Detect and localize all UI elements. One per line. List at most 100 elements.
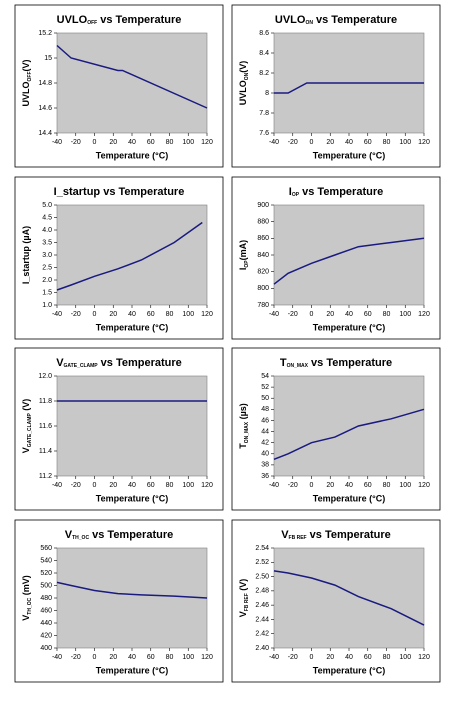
chart-panel: UVLOON vs Temperature7.67.888.28.48.6-40…	[231, 4, 441, 168]
y-tick-label: 14.4	[38, 130, 52, 137]
x-tick-label: -20	[288, 654, 298, 661]
x-tick-label: 20	[109, 311, 117, 318]
y-axis-label-main: V	[238, 611, 248, 617]
x-tick-label: 80	[166, 311, 174, 318]
y-tick-label: 440	[40, 620, 52, 627]
x-tick-label: 80	[383, 654, 391, 661]
y-axis-label-rest: (V)	[21, 59, 31, 71]
y-tick-label: 480	[40, 595, 52, 602]
y-tick-label: 880	[257, 219, 269, 226]
chart-panel: UVLOOFF vs Temperature14.414.614.81515.2…	[14, 4, 224, 168]
y-tick-label: 860	[257, 235, 269, 242]
chart-title-rest: vs Temperature	[299, 186, 383, 198]
y-axis-label-rest: (V)	[21, 399, 31, 414]
x-tick-label: 40	[345, 311, 353, 318]
chart-title-main: T	[280, 357, 287, 369]
y-tick-label: 44	[261, 428, 269, 435]
x-tick-label: 60	[364, 654, 372, 661]
x-axis-label: Temperature (°C)	[96, 150, 168, 160]
chart-title-rest: vs Temperature	[89, 529, 173, 541]
y-tick-label: 2.40	[255, 645, 269, 652]
plot-area	[273, 204, 425, 306]
chart-title-sub: ON_MAX	[287, 363, 309, 369]
chart-title-sub: ON	[305, 20, 313, 26]
plot-area	[56, 32, 208, 134]
x-tick-label: 80	[383, 139, 391, 146]
plot-area	[56, 375, 208, 477]
x-tick-label: 40	[128, 482, 136, 489]
y-tick-label: 2.46	[255, 602, 269, 609]
x-tick-label: 20	[326, 311, 334, 318]
data-line	[273, 237, 425, 285]
y-tick-label: 1.0	[42, 302, 52, 309]
y-tick-label: 11.2	[39, 473, 52, 480]
chart-title-sub: TH_OC	[72, 535, 89, 541]
y-axis-label-sub: FB REF	[244, 593, 250, 611]
chart-title-rest: vs Temperature	[98, 357, 182, 369]
y-tick-label: 3.5	[42, 239, 52, 246]
data-line	[56, 221, 203, 291]
y-axis-label: VFB REF (V)	[238, 579, 250, 618]
x-tick-label: 20	[326, 482, 334, 489]
x-tick-label: -20	[288, 139, 298, 146]
x-tick-label: 80	[166, 654, 174, 661]
chart-panel: TON_MAX vs Temperature363840424446485052…	[231, 347, 441, 511]
y-axis-label-main: UVLO	[21, 81, 31, 106]
x-tick-label: 40	[128, 311, 136, 318]
y-tick-label: 2.0	[42, 277, 52, 284]
chart-title-rest: vs Temperature	[100, 186, 184, 198]
y-axis-label: VTH_OC (mV)	[21, 575, 33, 620]
x-tick-label: 20	[109, 482, 117, 489]
x-tick-label: -20	[71, 654, 81, 661]
x-tick-label: 40	[345, 654, 353, 661]
x-tick-label: -40	[269, 311, 279, 318]
chart-title-sub: OP	[292, 192, 300, 198]
y-tick-label: 2.48	[255, 588, 269, 595]
y-axis-label-sub: GATE_CLAMP	[27, 413, 33, 448]
x-tick-label: 100	[399, 311, 411, 318]
y-tick-label: 4.0	[42, 227, 52, 234]
x-tick-label: 80	[383, 482, 391, 489]
chart-title: VGATE_CLAMP vs Temperature	[56, 357, 182, 369]
y-axis-label-sub: ON	[244, 72, 250, 80]
y-axis-label: UVLOOFF(V)	[21, 59, 33, 106]
x-tick-label: -40	[52, 482, 62, 489]
chart-panel: VTH_OC vs Temperature4004204404604805005…	[14, 519, 224, 683]
x-tick-label: 0	[93, 482, 97, 489]
y-tick-label: 3.0	[42, 252, 52, 259]
plot-area	[56, 204, 208, 306]
y-axis-label: IOP(mA)	[238, 240, 250, 270]
y-tick-label: 800	[257, 285, 269, 292]
x-tick-label: 60	[364, 311, 372, 318]
y-axis-label-main: V	[21, 615, 31, 621]
x-axis-label: Temperature (°C)	[313, 150, 385, 160]
plot-area	[56, 547, 208, 649]
y-tick-label: 780	[257, 302, 269, 309]
chart-title: I_startup vs Temperature	[54, 186, 185, 198]
y-tick-label: 2.54	[255, 545, 269, 552]
x-tick-label: 0	[93, 311, 97, 318]
x-tick-label: -20	[288, 311, 298, 318]
y-tick-label: 500	[40, 582, 52, 589]
y-axis-label: TON_MAX (µs)	[238, 403, 250, 449]
chart-title-rest: vs Temperature	[308, 357, 392, 369]
x-tick-label: 40	[345, 139, 353, 146]
x-tick-label: 60	[364, 482, 372, 489]
y-axis-label-sub: ON_MAX	[244, 421, 250, 443]
chart-title-main: I	[289, 186, 292, 198]
x-tick-label: 100	[182, 482, 194, 489]
y-tick-label: 54	[261, 373, 269, 380]
y-tick-label: 840	[257, 252, 269, 259]
y-tick-label: 4.5	[42, 214, 52, 221]
y-tick-label: 12.0	[38, 373, 52, 380]
x-tick-label: -40	[52, 311, 62, 318]
x-tick-label: 0	[310, 139, 314, 146]
x-tick-label: 60	[147, 482, 155, 489]
x-tick-label: 20	[109, 654, 117, 661]
x-tick-label: 100	[182, 654, 194, 661]
y-tick-label: 2.5	[42, 264, 52, 271]
chart-title-rest: vs Temperature	[307, 529, 391, 541]
x-tick-label: 0	[310, 311, 314, 318]
y-tick-label: 15	[44, 55, 52, 62]
y-axis-label-main: V	[21, 447, 31, 453]
